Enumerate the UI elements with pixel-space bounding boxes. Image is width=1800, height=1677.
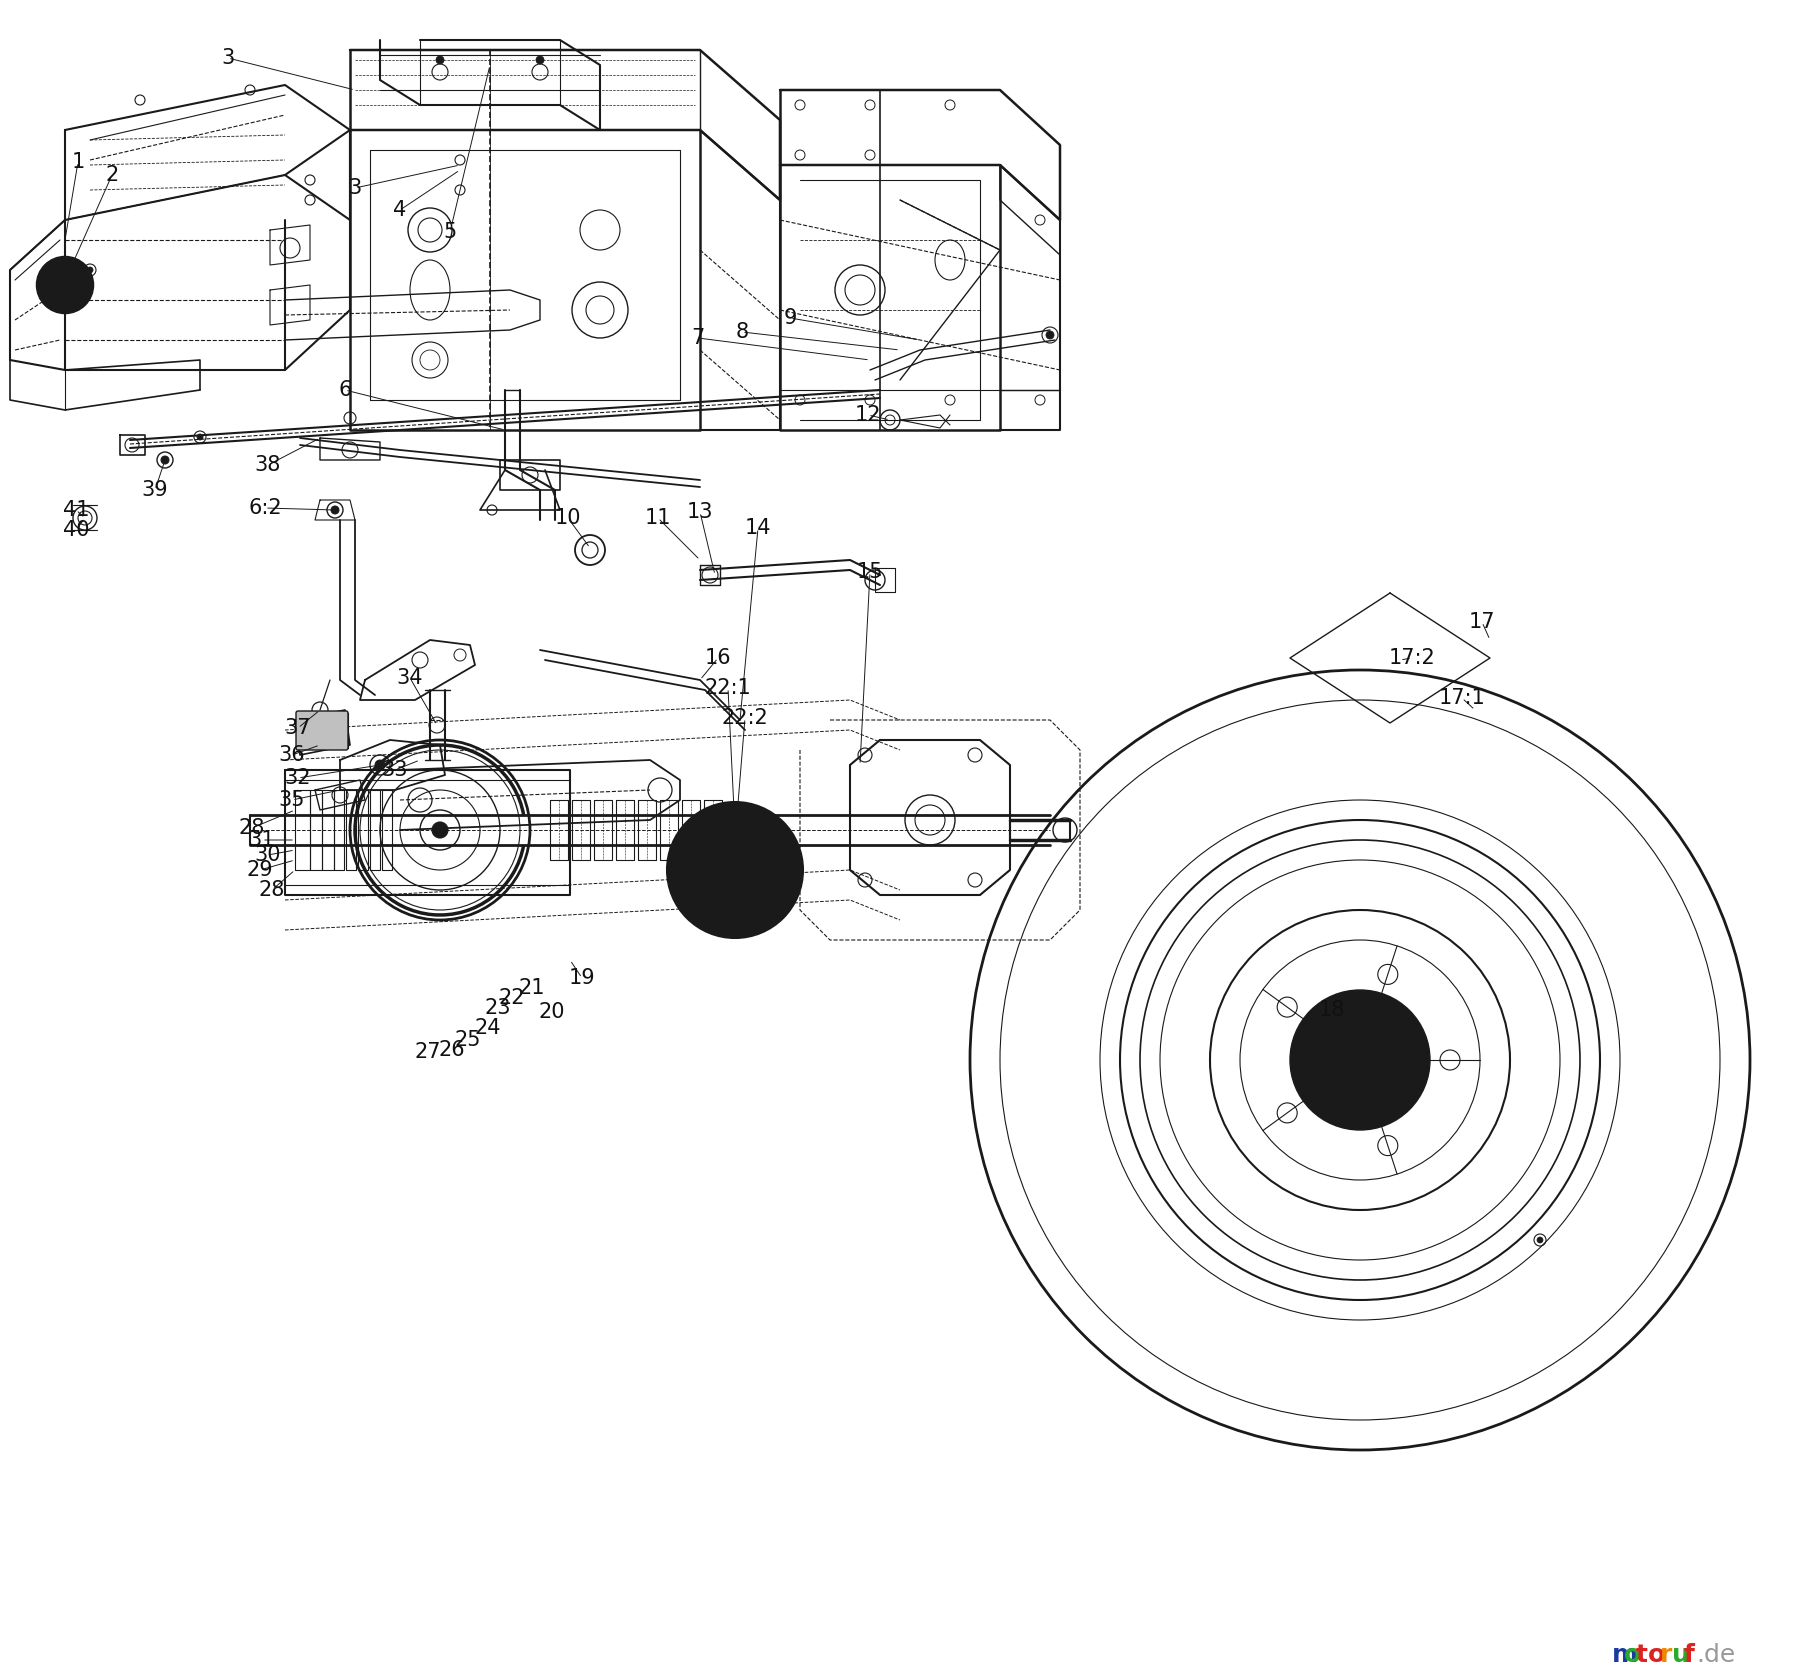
Text: 33: 33 xyxy=(382,760,409,780)
Text: o: o xyxy=(1649,1643,1665,1667)
Circle shape xyxy=(86,267,94,273)
Text: 27: 27 xyxy=(414,1041,441,1062)
Text: 3: 3 xyxy=(349,178,362,198)
Text: 10: 10 xyxy=(554,508,581,528)
Text: .de: .de xyxy=(1696,1643,1735,1667)
Circle shape xyxy=(59,280,70,290)
Text: 1: 1 xyxy=(72,153,85,173)
Text: 31: 31 xyxy=(248,830,275,850)
Text: 5: 5 xyxy=(443,221,457,241)
Text: 21: 21 xyxy=(518,978,545,998)
Text: 8: 8 xyxy=(736,322,749,342)
Circle shape xyxy=(1537,1238,1543,1243)
Text: 15: 15 xyxy=(857,562,884,582)
Circle shape xyxy=(1046,330,1055,339)
Text: 41: 41 xyxy=(63,500,90,520)
Text: 13: 13 xyxy=(688,501,713,522)
Text: 35: 35 xyxy=(279,790,306,810)
Text: m: m xyxy=(1613,1643,1638,1667)
Text: 37: 37 xyxy=(284,718,311,738)
Text: 25: 25 xyxy=(455,1030,481,1050)
Text: 7: 7 xyxy=(691,329,704,349)
Circle shape xyxy=(725,860,745,880)
Text: 29: 29 xyxy=(247,860,274,880)
Text: 2: 2 xyxy=(106,164,119,184)
Text: 12: 12 xyxy=(855,406,882,424)
Circle shape xyxy=(38,257,94,314)
Circle shape xyxy=(1291,989,1429,1130)
Text: 17: 17 xyxy=(1469,612,1496,632)
Circle shape xyxy=(160,456,169,465)
Text: 22:1: 22:1 xyxy=(704,678,751,698)
Text: 30: 30 xyxy=(256,845,281,865)
Text: 6:2: 6:2 xyxy=(248,498,283,518)
Text: 11: 11 xyxy=(644,508,671,528)
Text: 32: 32 xyxy=(284,768,311,788)
Text: 17:1: 17:1 xyxy=(1438,688,1485,708)
Text: r: r xyxy=(1660,1643,1672,1667)
Text: 24: 24 xyxy=(475,1018,500,1038)
Text: 16: 16 xyxy=(704,647,731,667)
Text: o: o xyxy=(1624,1643,1642,1667)
Text: 23: 23 xyxy=(484,998,511,1018)
Text: 14: 14 xyxy=(745,518,770,538)
Circle shape xyxy=(436,55,445,64)
Text: 6: 6 xyxy=(338,381,351,401)
Circle shape xyxy=(374,760,385,770)
Text: 3: 3 xyxy=(221,49,234,69)
Text: 26: 26 xyxy=(439,1040,466,1060)
Circle shape xyxy=(1348,1048,1372,1072)
Text: 38: 38 xyxy=(256,454,281,475)
Circle shape xyxy=(196,434,203,439)
Text: 22:2: 22:2 xyxy=(722,708,769,728)
Circle shape xyxy=(668,802,803,937)
Text: 28: 28 xyxy=(259,880,284,901)
Text: 22: 22 xyxy=(499,988,526,1008)
Text: 4: 4 xyxy=(394,200,407,220)
Circle shape xyxy=(331,506,338,513)
Text: 20: 20 xyxy=(538,1001,565,1021)
FancyBboxPatch shape xyxy=(295,711,347,750)
Text: 28: 28 xyxy=(239,818,265,838)
Text: 39: 39 xyxy=(142,480,169,500)
Text: 36: 36 xyxy=(279,745,306,765)
Text: 40: 40 xyxy=(63,520,90,540)
Text: t: t xyxy=(1636,1643,1649,1667)
Circle shape xyxy=(432,822,448,838)
Text: u: u xyxy=(1672,1643,1690,1667)
Text: f: f xyxy=(1685,1643,1696,1667)
Text: 19: 19 xyxy=(569,968,596,988)
Text: 18: 18 xyxy=(1319,999,1345,1020)
Text: 17:2: 17:2 xyxy=(1388,647,1435,667)
Circle shape xyxy=(536,55,544,64)
Text: 34: 34 xyxy=(396,667,423,688)
Text: 9: 9 xyxy=(783,309,797,329)
